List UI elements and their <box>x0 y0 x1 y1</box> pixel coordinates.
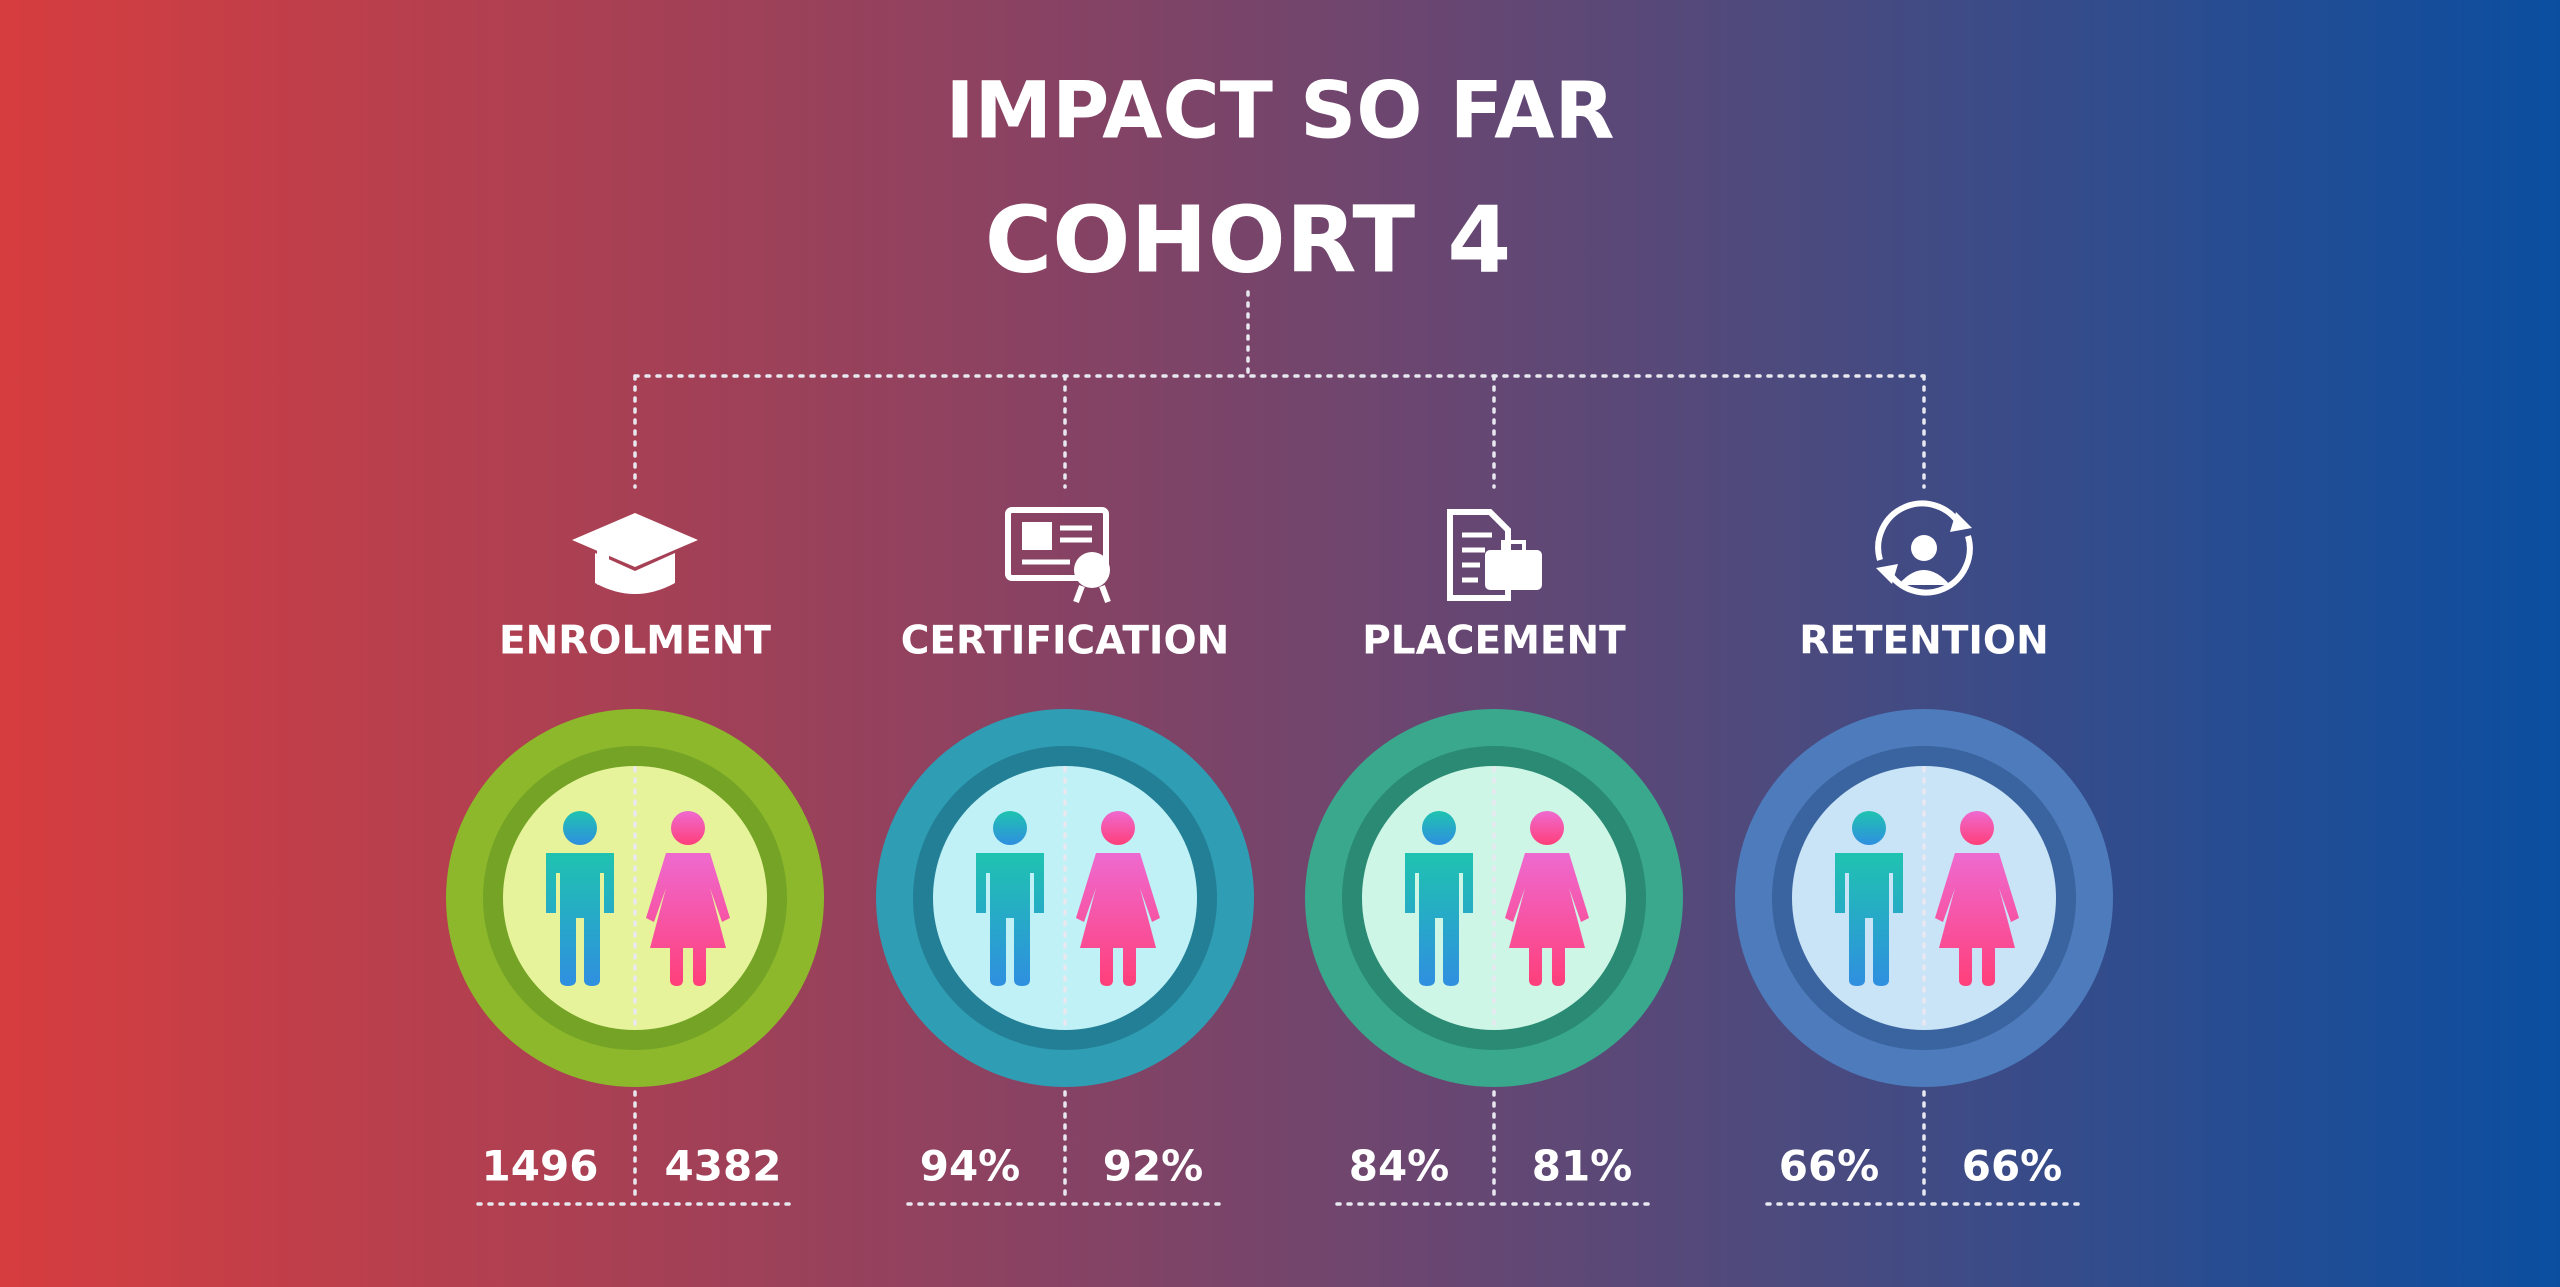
male-value: 84% <box>1349 1142 1450 1191</box>
divider <box>1335 766 1653 1206</box>
female-value: 81% <box>1532 1142 1633 1191</box>
cap-icon <box>572 513 698 594</box>
connector <box>633 290 1926 378</box>
male-value: 94% <box>920 1142 1021 1191</box>
male-value: 66% <box>1779 1142 1880 1191</box>
retention-icon <box>1875 500 1973 596</box>
female-value: 66% <box>1962 1142 2063 1191</box>
category-label: RETENTION <box>1799 619 2048 664</box>
female-value: 92% <box>1103 1142 1204 1191</box>
male-value: 1496 <box>482 1142 599 1191</box>
subtitle: COHORT 4 <box>985 186 1511 293</box>
female-value: 4382 <box>665 1142 782 1191</box>
title: IMPACT SO FAR <box>945 66 1614 156</box>
placement-icon <box>1447 509 1542 601</box>
category-label: PLACEMENT <box>1362 619 1626 664</box>
category-label: ENROLMENT <box>499 619 771 664</box>
divider <box>476 766 794 1206</box>
divider <box>906 766 1224 1206</box>
certificate-icon <box>1005 507 1111 604</box>
category-label: CERTIFICATION <box>901 619 1230 664</box>
divider <box>1765 766 2083 1206</box>
